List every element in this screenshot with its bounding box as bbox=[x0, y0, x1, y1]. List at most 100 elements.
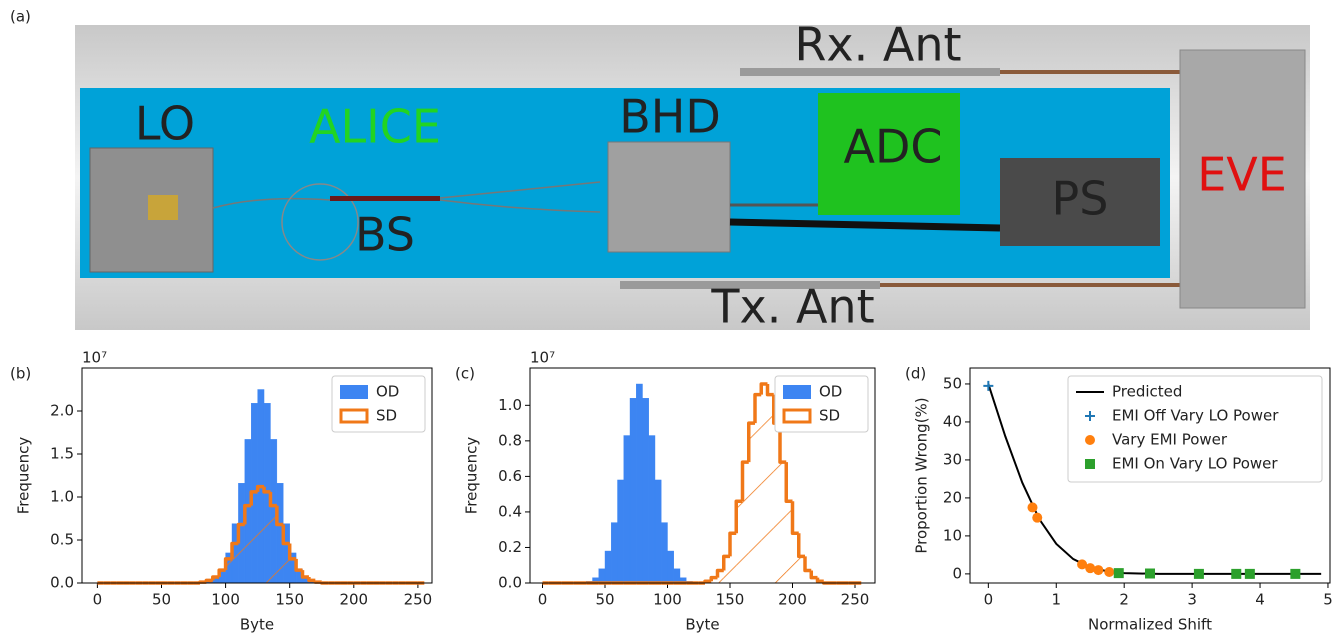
x-tick-label: 0 bbox=[984, 591, 994, 609]
fiber bbox=[439, 181, 601, 213]
bar-hatch bbox=[792, 533, 799, 583]
point bbox=[983, 380, 994, 391]
bar-hatch bbox=[251, 491, 258, 583]
y-tick-label: 40 bbox=[943, 412, 962, 430]
legend-label: EMI On Vary LO Power bbox=[1112, 455, 1278, 473]
bar bbox=[611, 522, 618, 584]
bar-hatch bbox=[289, 558, 297, 583]
bar-outline bbox=[230, 541, 239, 559]
bar-outline bbox=[784, 462, 793, 504]
bar bbox=[654, 479, 662, 584]
bar-outline bbox=[268, 491, 277, 508]
bar-outline bbox=[281, 524, 290, 546]
bar-outline bbox=[243, 503, 252, 525]
x-tick-label: 200 bbox=[339, 591, 368, 609]
bar-outline bbox=[204, 578, 213, 583]
bar-hatch bbox=[244, 505, 252, 583]
bar-hatch bbox=[730, 533, 737, 583]
label-bs: BS bbox=[355, 208, 415, 262]
point bbox=[1027, 502, 1038, 513]
point bbox=[1032, 512, 1043, 523]
bar-outline bbox=[740, 460, 749, 502]
x-tick-label: 100 bbox=[211, 591, 240, 609]
point bbox=[1077, 559, 1088, 570]
bar-outline bbox=[753, 392, 762, 424]
bar-outline bbox=[255, 484, 265, 492]
x-tick-label: 150 bbox=[275, 591, 304, 609]
bar-outline bbox=[734, 499, 743, 534]
panel-label: (a) bbox=[10, 8, 31, 26]
legend-swatch bbox=[782, 408, 812, 424]
x-axis-label: Byte bbox=[685, 616, 719, 634]
bar-hatch bbox=[302, 576, 309, 583]
x-tick-label: 250 bbox=[404, 591, 433, 609]
point bbox=[1244, 568, 1255, 579]
y-axis-label: Frequency bbox=[15, 437, 33, 515]
bar bbox=[604, 550, 612, 584]
bar-hatch bbox=[805, 570, 812, 583]
bar-hatch bbox=[767, 394, 774, 583]
bar-outline bbox=[728, 531, 737, 557]
bar bbox=[667, 550, 674, 584]
bar-hatch bbox=[232, 543, 239, 583]
label-lo: LO bbox=[135, 97, 195, 151]
bar-hatch bbox=[257, 486, 265, 583]
axes-frame bbox=[969, 367, 1331, 584]
x-tick-label: 2 bbox=[1119, 591, 1129, 609]
y-axis-label: Frequency bbox=[463, 437, 481, 515]
bar-hatch bbox=[761, 383, 768, 583]
bar-outline bbox=[759, 382, 768, 395]
legend-label: Vary EMI Power bbox=[1112, 431, 1228, 449]
bar-hatch bbox=[296, 570, 303, 583]
y-tick-label: 10 bbox=[943, 526, 962, 544]
point bbox=[1113, 568, 1124, 579]
panel-label: (c) bbox=[455, 365, 475, 383]
legend-marker bbox=[1085, 411, 1095, 421]
fiber-loop bbox=[281, 183, 359, 261]
y-tick-label: 2.0 bbox=[50, 402, 74, 420]
bar-hatch bbox=[212, 576, 220, 583]
bar-outline bbox=[287, 543, 297, 561]
y-tick-label: 0.6 bbox=[498, 467, 522, 485]
bar-outline bbox=[709, 575, 718, 582]
bar-outline bbox=[803, 556, 812, 573]
panel-a: (a) LO ALICE BS BHD ADC PS EVE Rx. Ant T… bbox=[10, 8, 1310, 334]
y-tick-label: 0.0 bbox=[50, 574, 74, 592]
eve-box bbox=[1179, 49, 1306, 309]
bar bbox=[598, 568, 606, 584]
bar-hatch bbox=[264, 491, 271, 583]
bar-outline bbox=[722, 554, 730, 571]
x-axis-label: Byte bbox=[240, 616, 274, 634]
bar-outline bbox=[211, 575, 220, 581]
y-tick-label: 1.5 bbox=[50, 445, 74, 463]
bar-hatch bbox=[773, 423, 780, 583]
lo-chip bbox=[148, 195, 178, 220]
ps-box bbox=[1000, 158, 1160, 246]
bar bbox=[617, 479, 624, 584]
bar-hatch bbox=[786, 501, 793, 583]
label-adc: ADC bbox=[843, 120, 942, 174]
x-tick-label: 250 bbox=[841, 591, 870, 609]
bar-hatch bbox=[780, 462, 787, 583]
bar bbox=[629, 398, 637, 584]
bar-outline bbox=[300, 570, 309, 579]
point bbox=[1104, 566, 1115, 577]
bar-hatch bbox=[811, 577, 818, 583]
bar-outline bbox=[815, 577, 824, 583]
bar-outline bbox=[223, 557, 232, 571]
legend-label: OD bbox=[819, 383, 842, 401]
bar-outline bbox=[797, 533, 805, 559]
y-tick-label: 0.0 bbox=[498, 574, 522, 592]
bar-hatch bbox=[723, 556, 730, 583]
bar bbox=[636, 383, 643, 584]
legend-label: SD bbox=[819, 407, 840, 425]
y-tick-label: 0.5 bbox=[50, 531, 74, 549]
x-axis-label: Normalized Shift bbox=[1088, 616, 1212, 634]
legend-marker bbox=[1085, 459, 1095, 469]
bar-outline bbox=[262, 486, 271, 494]
point bbox=[1231, 568, 1242, 579]
y-tick-label: 0.8 bbox=[498, 431, 522, 449]
y-tick-label: 1.0 bbox=[50, 488, 74, 506]
x-tick-label: 100 bbox=[653, 591, 682, 609]
